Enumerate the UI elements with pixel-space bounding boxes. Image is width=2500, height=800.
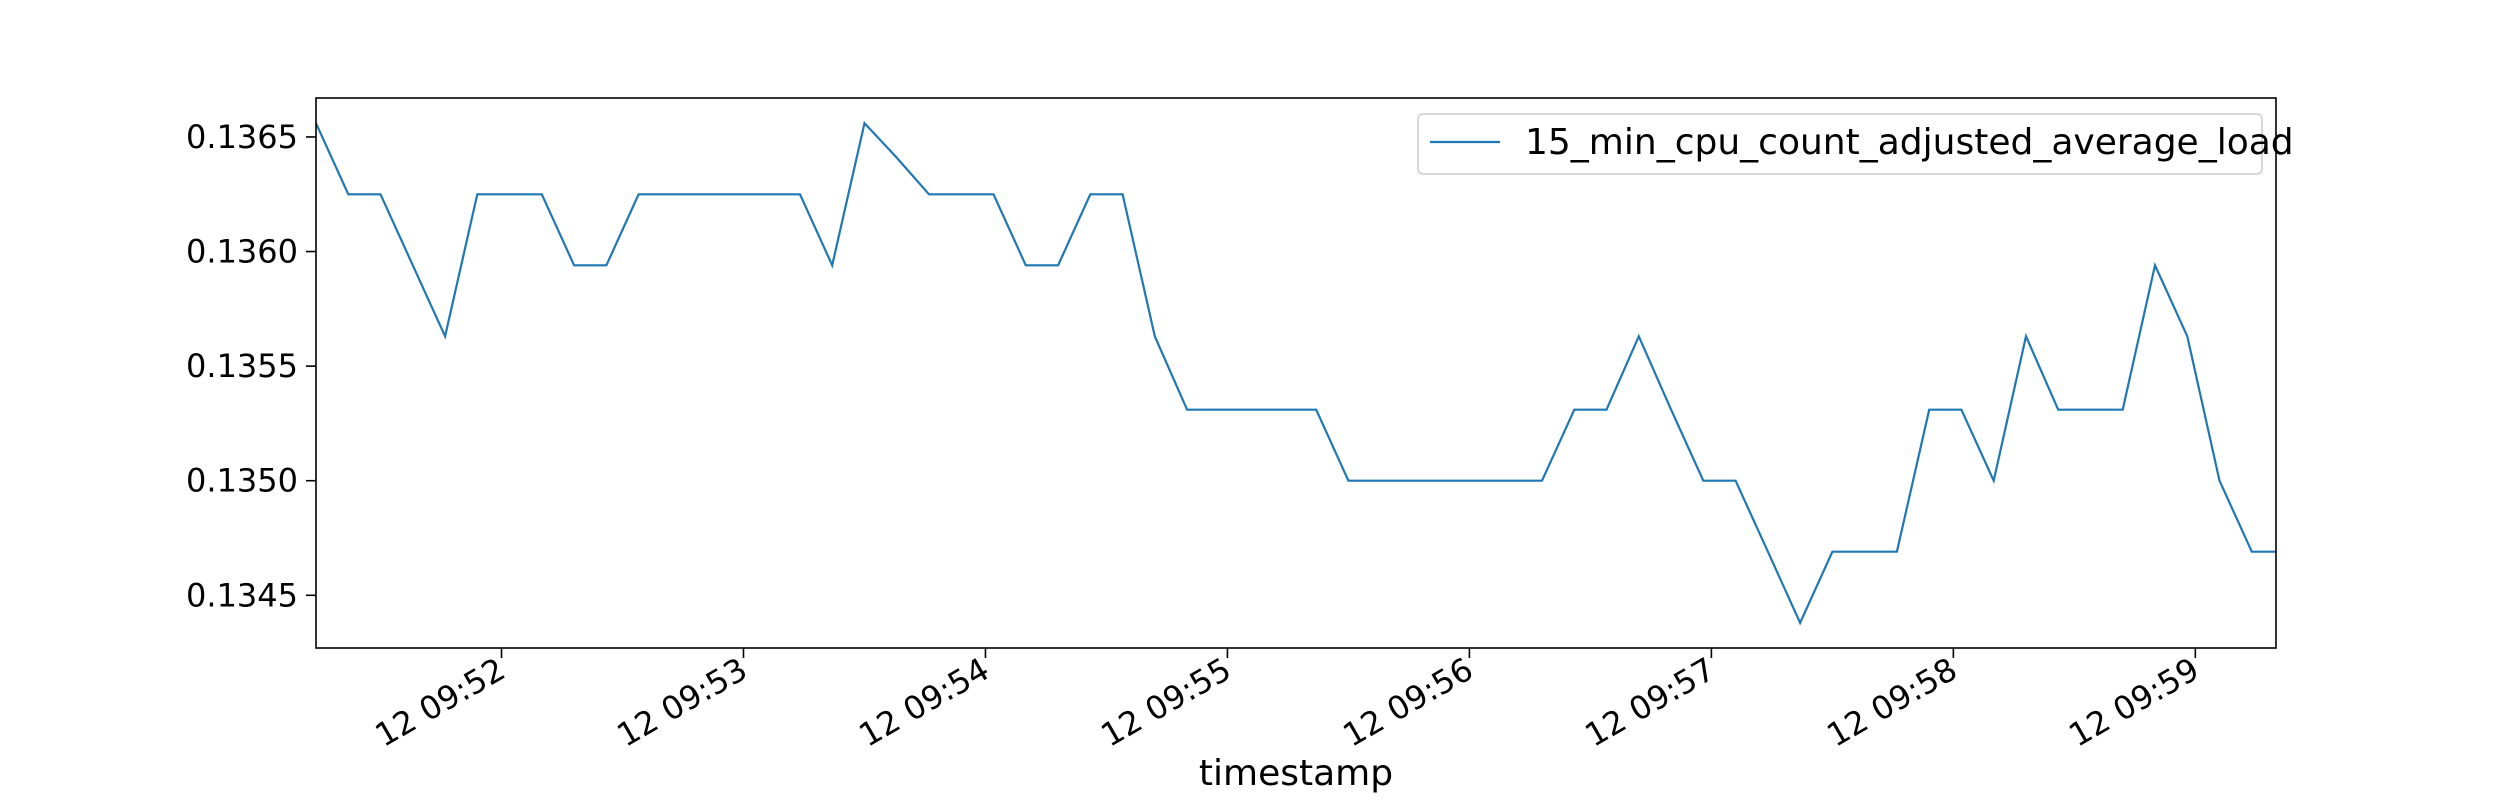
y-axis-ticks: 0.1345 0.1350 0.1355 0.1360 0.1365 [186,118,316,614]
legend-frame [1417,113,2263,175]
x-axis-label: timestamp [1199,753,1393,794]
series-line-15-min-cpu-load [314,120,2276,626]
legend-label: 15_min_cpu_count_adjusted_average_load [1525,122,2294,163]
x-tick-label: 12 09:54 [853,650,996,754]
y-tick-label: 0.1355 [186,347,298,385]
y-tick-label: 0.1365 [186,118,298,156]
legend: 15_min_cpu_count_adjusted_average_load [1417,113,2294,175]
y-tick-label: 0.1350 [186,462,298,500]
y-tick-label: 0.1360 [186,233,298,271]
x-tick-label: 12 09:52 [369,650,512,754]
plot-frame [315,97,2277,649]
x-tick-label: 12 09:57 [1578,650,1721,754]
x-tick-label: 12 09:58 [1820,650,1963,754]
x-tick-label: 12 09:56 [1336,650,1479,754]
y-tick-label: 0.1345 [186,576,298,614]
x-tick-label: 12 09:55 [1095,650,1238,754]
x-tick-label: 12 09:53 [611,650,754,754]
x-axis-ticks: 12 09:52 12 09:53 12 09:54 12 09:55 12 09:56… [369,648,2205,754]
x-tick-label: 12 09:59 [2062,650,2205,754]
plot-background [316,98,2276,648]
